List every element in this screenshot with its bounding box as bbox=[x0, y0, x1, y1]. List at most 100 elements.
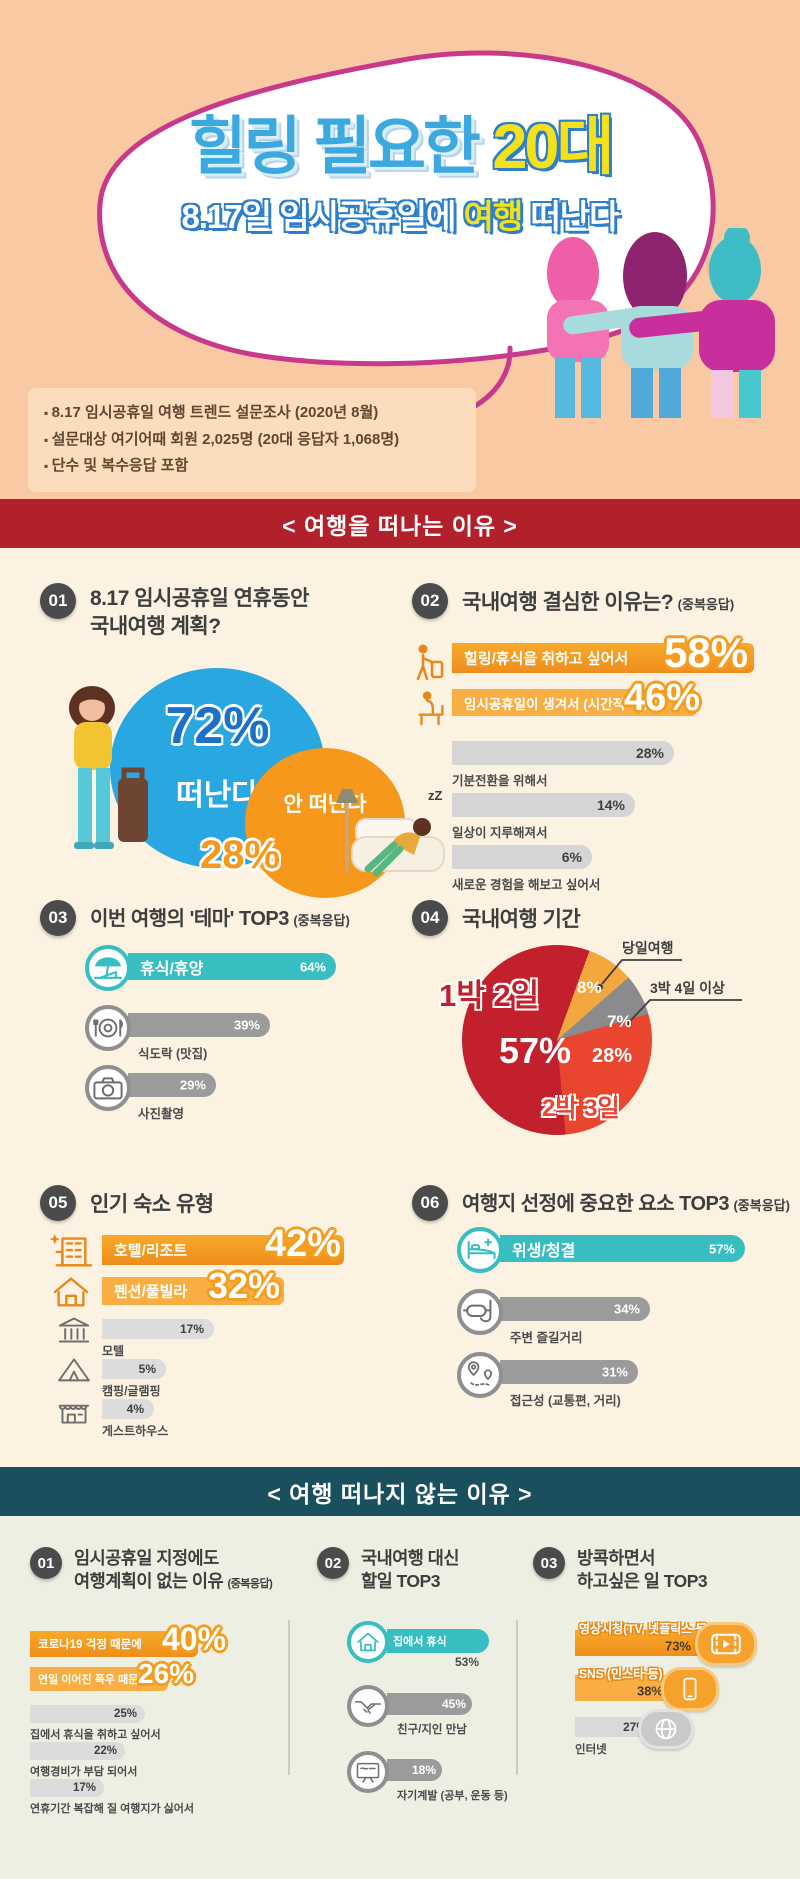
travel-duration-pie-chart bbox=[462, 945, 652, 1135]
motel-icon bbox=[58, 1317, 90, 1343]
n1-bar-2: 연일 이어진 폭우 때문에 bbox=[30, 1667, 168, 1691]
tent-icon bbox=[58, 1358, 90, 1382]
q6-title: 여행지 선정에 중요한 요소 TOP3 bbox=[462, 1193, 730, 1215]
beach-umbrella-icon bbox=[93, 957, 123, 979]
n1-number-badge: 01 bbox=[30, 1547, 62, 1579]
q2-number-badge: 02 bbox=[412, 583, 448, 619]
main-title-highlight: 20대 bbox=[492, 112, 614, 182]
pie-3n4d-label: 3박 4일 이상 bbox=[650, 980, 725, 996]
q6-block: 06 여행지 선정에 중요한 요소 TOP3 (중복응답) 위생/청결 57% … bbox=[412, 1185, 792, 1460]
n3-number-badge: 03 bbox=[533, 1547, 565, 1579]
section-banner-reasons-go: < 여행을 떠나는 이유 > bbox=[0, 499, 800, 548]
pension-icon bbox=[53, 1277, 89, 1307]
n2-title-line2: 할일 TOP3 bbox=[361, 1571, 440, 1592]
house-icon bbox=[357, 1632, 379, 1652]
map-pins-route-icon bbox=[467, 1361, 493, 1387]
q3-bar-1: 휴식/휴양 64% bbox=[128, 953, 336, 980]
n3-number: 03 bbox=[540, 1554, 558, 1572]
globe-icon bbox=[655, 1718, 677, 1740]
q2-bar-3-value: 28% bbox=[635, 745, 664, 761]
q5-bar-4-caption: 캠핑/글램핑 bbox=[102, 1384, 161, 1398]
q2-bar-2-value: 46% bbox=[624, 677, 701, 719]
pie-1n2d-label: 1박 2일 bbox=[439, 978, 540, 1013]
n2-bar-2-caption: 친구/지인 만남 bbox=[397, 1724, 467, 1736]
n2-icon-circle-3 bbox=[347, 1751, 389, 1793]
n2-icon-circle-2 bbox=[347, 1685, 389, 1727]
q5-bar-2-label: 펜션/풀빌라 bbox=[114, 1283, 188, 1301]
subtitle-pre: 8.17일 임시공휴일에 bbox=[181, 198, 464, 235]
q6-note: (중복응답) bbox=[733, 1198, 790, 1213]
subtitle-highlight: 여행 bbox=[463, 198, 524, 235]
q6-bar-2: 34% bbox=[500, 1297, 650, 1321]
q2-bar-4-caption: 일상이 지루해져서 bbox=[452, 826, 548, 840]
q5-bar-3-value: 17% bbox=[179, 1322, 204, 1336]
q6-title-row: 여행지 선정에 중요한 요소 TOP3 (중복응답) bbox=[462, 1191, 790, 1217]
q6-bar-1: 위생/청결 57% bbox=[500, 1235, 745, 1262]
q1-number-badge: 01 bbox=[40, 583, 76, 619]
main-title-line1: 힐링 필요한 20대 bbox=[0, 96, 800, 187]
n1-note: (중복응답) bbox=[227, 1578, 273, 1591]
q5-bar-1-label: 호텔/리조트 bbox=[114, 1242, 188, 1260]
n2-bar-2: 45% bbox=[387, 1693, 472, 1715]
banner-text: < 여행을 떠나는 이유 > bbox=[282, 512, 518, 539]
q6-number: 06 bbox=[420, 1193, 440, 1212]
q5-number: 05 bbox=[48, 1193, 68, 1212]
n3-capsule-1 bbox=[695, 1622, 757, 1666]
q3-title: 이번 여행의 '테마' TOP3 bbox=[90, 908, 289, 930]
n1-bar-4-value: 22% bbox=[93, 1745, 117, 1757]
n1-title-line1: 임시공휴일 지정에도 bbox=[74, 1548, 219, 1568]
q5-bar-4-value: 5% bbox=[138, 1362, 156, 1376]
q1-go-value: 72% bbox=[165, 697, 270, 755]
n1-bar-3-caption: 집에서 휴식을 취하고 싶어서 bbox=[30, 1729, 161, 1741]
q3-number-badge: 03 bbox=[40, 900, 76, 936]
hotel-icon bbox=[49, 1233, 93, 1267]
n3-bar-1-label: 영상시청(TV, 넷플릭스 등) bbox=[579, 1622, 711, 1636]
n3-bar-2-label: SNS (인스타 등) bbox=[579, 1667, 663, 1681]
q3-icon-circle-3 bbox=[85, 1065, 131, 1111]
q1-number: 01 bbox=[48, 591, 68, 610]
dining-plate-icon bbox=[93, 1018, 123, 1038]
q5-bar-3: 17% bbox=[102, 1319, 214, 1339]
n2-number: 02 bbox=[324, 1554, 342, 1572]
q6-icon-circle-3 bbox=[457, 1352, 503, 1398]
section-banner-reasons-not-go: < 여행 떠나지 않는 이유 > bbox=[0, 1467, 800, 1516]
n3-capsule-3 bbox=[638, 1709, 694, 1749]
q3-number: 03 bbox=[48, 908, 68, 927]
q2-bar-1-label: 힐링/휴식을 취하고 싶어서 bbox=[464, 650, 629, 668]
q5-number-badge: 05 bbox=[40, 1185, 76, 1221]
q2-note: (중복응답) bbox=[677, 597, 735, 612]
n2-bar-2-value: 45% bbox=[441, 1697, 466, 1711]
n1-bar-4-caption: 여행경비가 부담 되어서 bbox=[30, 1766, 138, 1778]
guesthouse-icon bbox=[58, 1404, 90, 1424]
q3-title-row: 이번 여행의 '테마' TOP3 (중복응답) bbox=[90, 906, 350, 932]
n1-bar-4: 22% bbox=[30, 1742, 125, 1760]
pie-2n3d-value: 28% bbox=[592, 1045, 633, 1067]
q2-bar-1-value: 58% bbox=[664, 629, 749, 676]
q5-title: 인기 숙소 유형 bbox=[90, 1193, 214, 1216]
pie-3n4d-value: 7% bbox=[607, 1012, 632, 1031]
blackboard-icon bbox=[356, 1762, 380, 1783]
n2-bar-1: 집에서 휴식 bbox=[387, 1629, 489, 1653]
q3-bar-1-label: 휴식/휴양 bbox=[140, 960, 204, 978]
q6-bar-1-label: 위생/청결 bbox=[512, 1242, 576, 1260]
n3-block: 03 방콕하면서 하고싶은 일 TOP3 영상시청(TV, 넷플릭스 등) 73… bbox=[533, 1545, 788, 1865]
q2-bar-5: 6% bbox=[452, 845, 592, 869]
q3-icon-circle-2 bbox=[85, 1005, 131, 1051]
q2-number: 02 bbox=[420, 591, 440, 610]
traveler-luggage-icon bbox=[416, 644, 444, 681]
q5-block: 05 인기 숙소 유형 호텔/리조트 42% 펜션/풀빌라 32% 17% 모텔… bbox=[40, 1185, 400, 1460]
q5-bar-3-caption: 모텔 bbox=[102, 1344, 125, 1358]
q2-title-row: 국내여행 결심한 이유는? (중복응답) bbox=[462, 589, 734, 617]
n2-icon-circle-1 bbox=[347, 1621, 389, 1663]
hero-section: 힐링 필요한 20대 8.17일 임시공휴일에 여행 떠난다 8.17 임시공휴… bbox=[0, 0, 800, 500]
subtitle-post: 떠난다 bbox=[522, 198, 619, 235]
n1-bar-2-value: 26% bbox=[138, 1658, 195, 1689]
banner-text: < 여행 떠나지 않는 이유 > bbox=[267, 1480, 533, 1507]
q4-number: 04 bbox=[420, 908, 440, 927]
q6-icon-circle-1 bbox=[457, 1227, 503, 1273]
q1-stay-value: 28% bbox=[200, 833, 281, 877]
q2-bar-5-caption: 새로운 경험을 해보고 싶어서 bbox=[452, 878, 601, 892]
q6-bar-3-value: 31% bbox=[601, 1364, 628, 1380]
q3-bar-3-caption: 사진촬영 bbox=[138, 1107, 185, 1121]
n1-bar-5: 17% bbox=[30, 1779, 104, 1797]
